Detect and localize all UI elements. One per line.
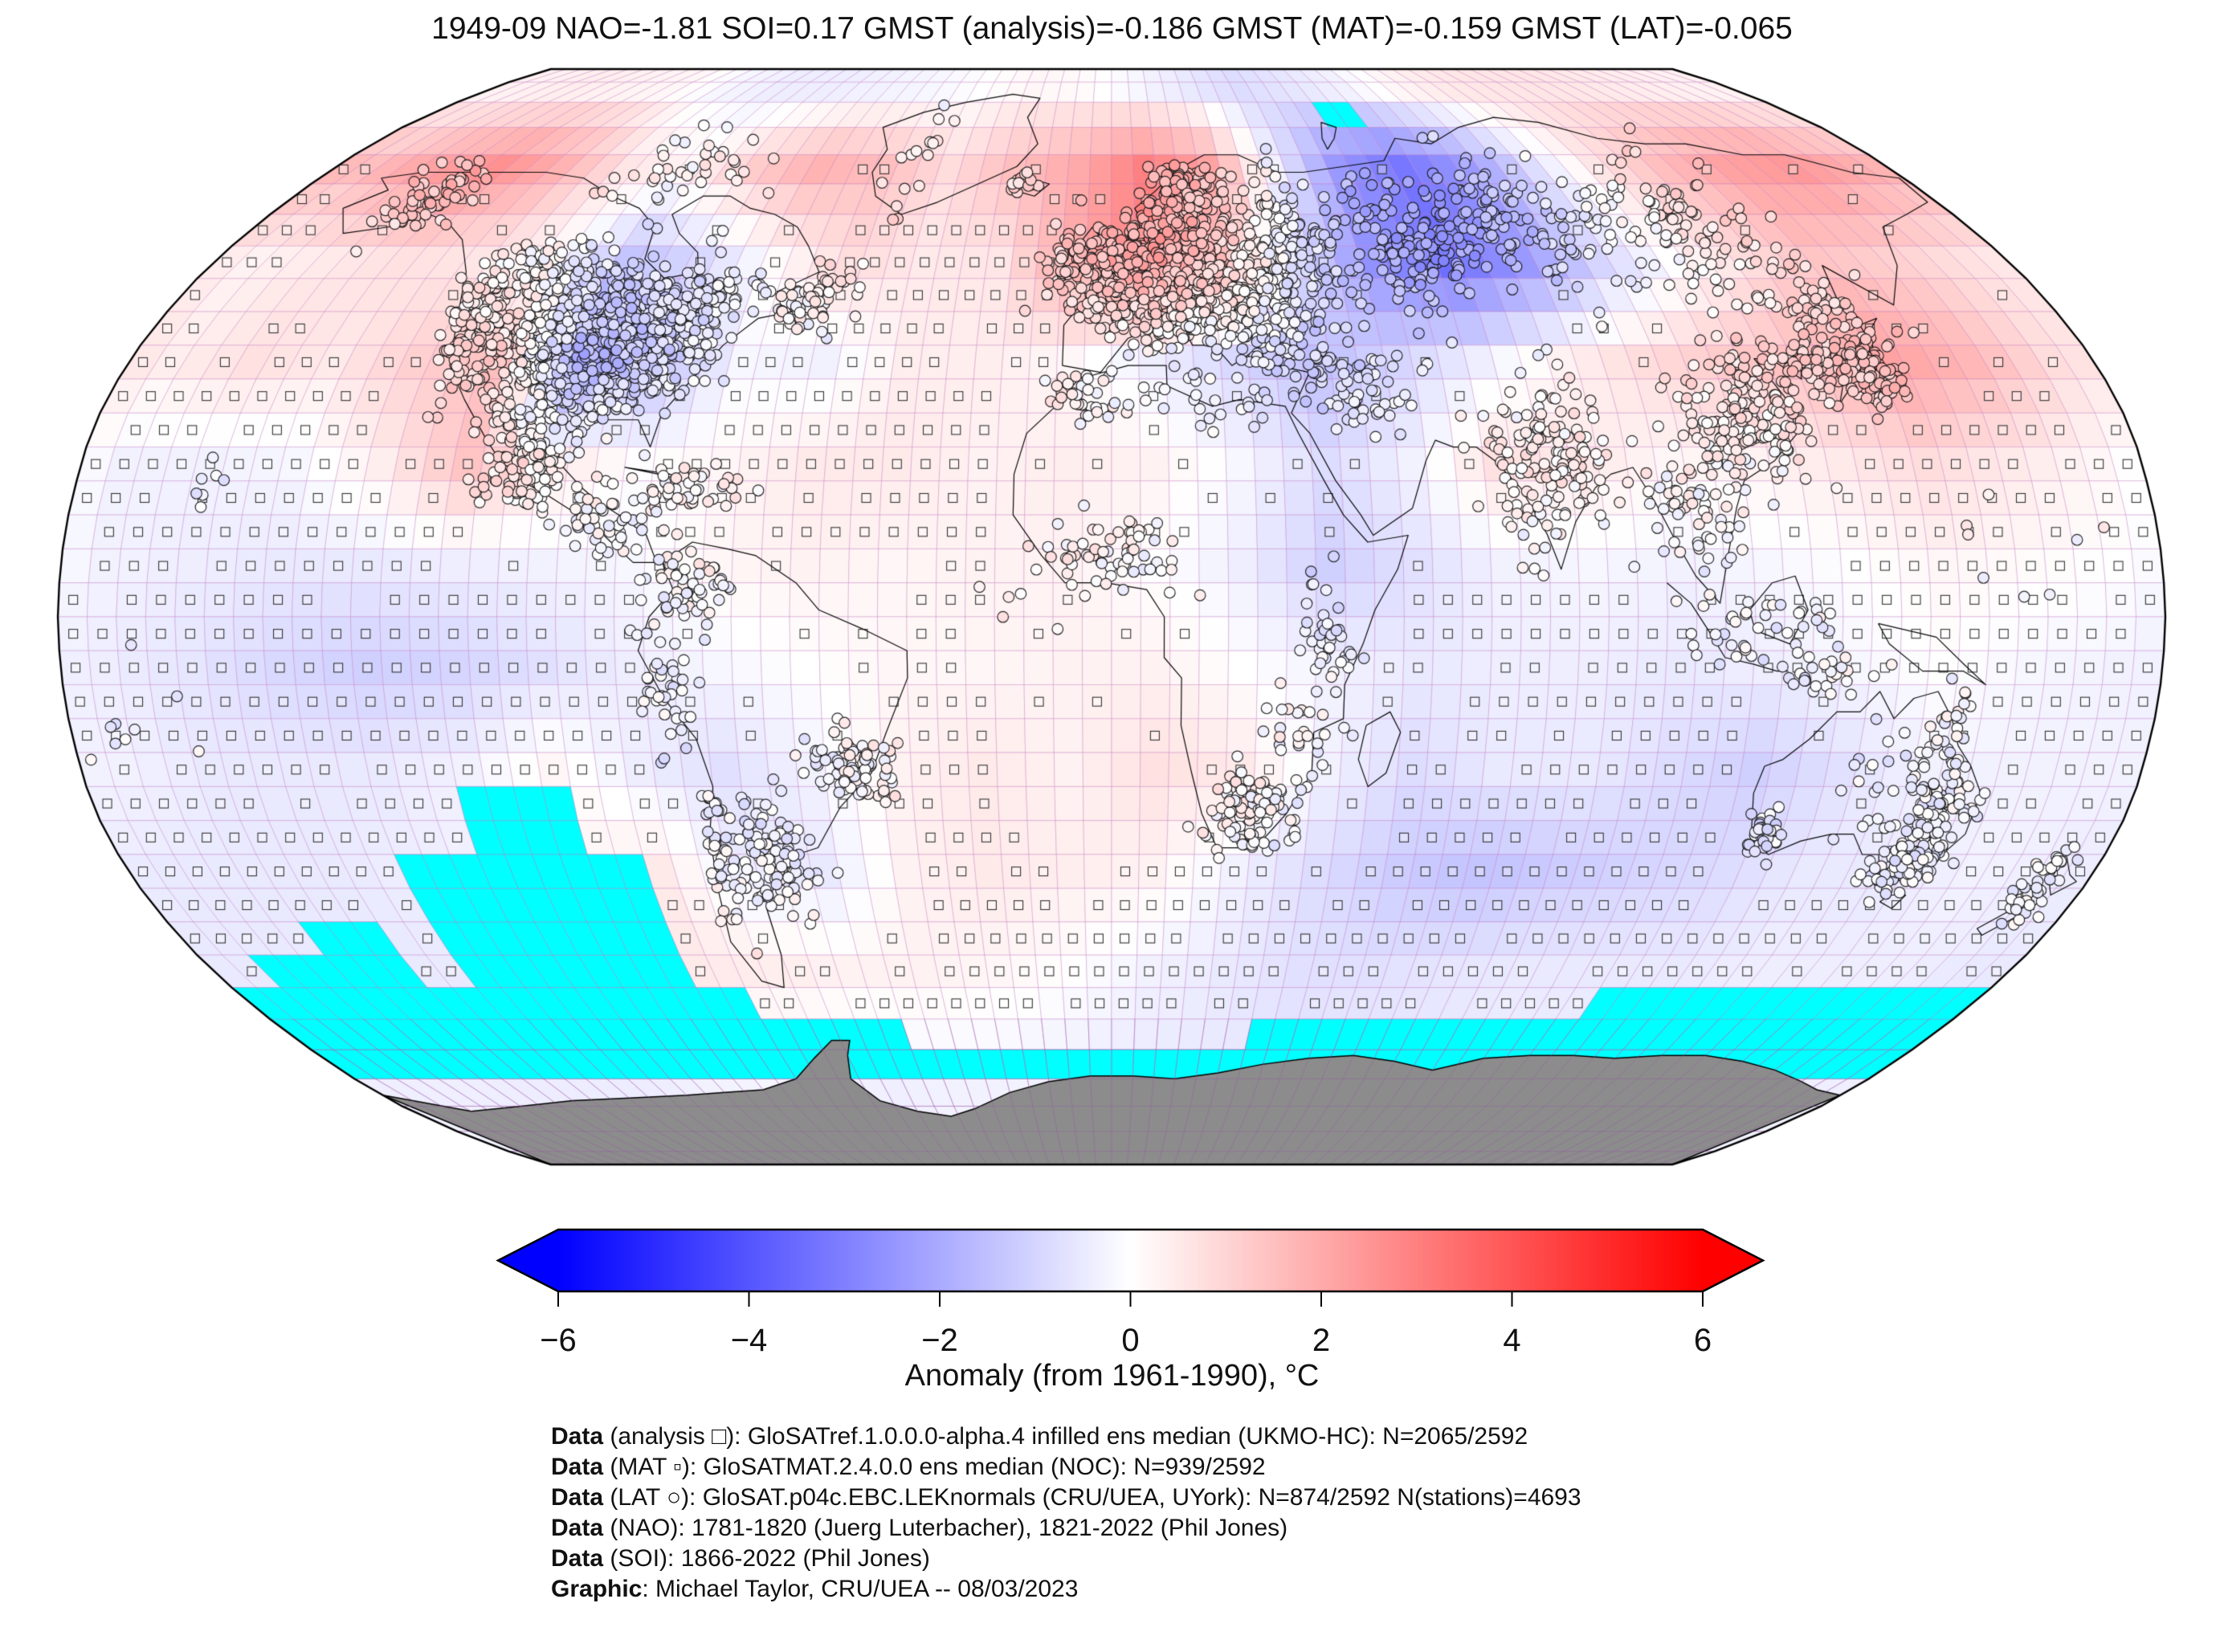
attribution-line: Data (MAT ▫): GloSATMAT.2.4.0.0 ens medi…: [551, 1454, 1266, 1480]
colorbar-ticks: [557, 1291, 1704, 1307]
attribution-block: Data (analysis □): GloSATref.1.0.0.0-alp…: [551, 1422, 1581, 1605]
colorbar-right-arrow: [1703, 1230, 1763, 1291]
colorbar-left-arrow: [498, 1230, 558, 1291]
tick-label: 2: [1312, 1323, 1330, 1358]
tick-label: 0: [1121, 1323, 1139, 1358]
tick-label: −4: [731, 1323, 768, 1358]
attribution-line: Graphic: Michael Taylor, CRU/UEA -- 08/0…: [551, 1576, 1079, 1602]
attribution-line: Data (SOI): 1866-2022 (Phil Jones): [551, 1545, 930, 1572]
tick-label: 4: [1503, 1323, 1520, 1358]
attribution-line: Data (analysis □): GloSATref.1.0.0.0-alp…: [551, 1423, 1528, 1450]
tick-label: 6: [1694, 1323, 1712, 1358]
colorbar-gradient-bar: [558, 1230, 1703, 1291]
tick-label: −6: [540, 1323, 577, 1358]
attribution-line: Data (LAT ○): GloSAT.p04c.EBC.LEKnormals…: [551, 1484, 1581, 1511]
attribution-line: Data (NAO): 1781-1820 (Juerg Luterbacher…: [551, 1515, 1288, 1541]
colorbar-tick-labels: −6 −4 −2 0 2 4 6: [540, 1323, 1712, 1358]
colorbar-label: Anomaly (from 1961-1990), °C: [904, 1359, 1320, 1393]
tick-label: −2: [921, 1323, 958, 1358]
colorbar: −6 −4 −2 0 2 4 6: [496, 1228, 1765, 1358]
